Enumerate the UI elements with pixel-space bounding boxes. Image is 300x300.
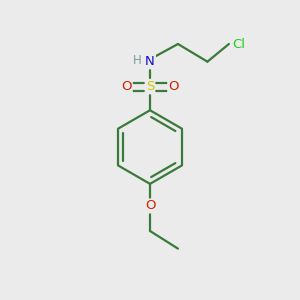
Text: O: O <box>121 80 132 93</box>
Text: O: O <box>168 80 179 93</box>
Text: O: O <box>145 200 155 212</box>
Text: H: H <box>132 54 141 67</box>
Text: N: N <box>145 55 155 68</box>
Text: S: S <box>146 80 154 93</box>
Text: Cl: Cl <box>232 38 245 50</box>
